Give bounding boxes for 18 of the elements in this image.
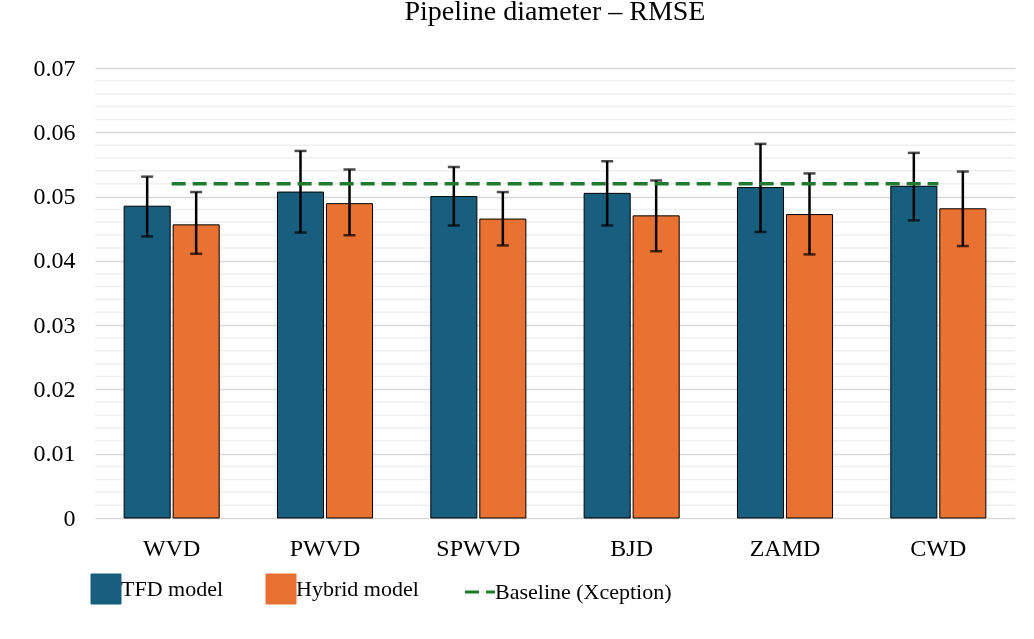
y-tick-label: 0.06 (33, 118, 76, 145)
x-tick-label: PWVD (289, 534, 361, 561)
legend-label: Hybrid model (296, 576, 419, 601)
chart-title: Pipeline diameter – RMSE (404, 0, 706, 26)
y-tick-label: 0.05 (33, 183, 76, 210)
y-tick-label: 0.01 (33, 440, 76, 467)
x-tick-label: WVD (143, 534, 201, 561)
y-tick-label: 0.03 (33, 311, 76, 338)
y-tick-label: 0.04 (33, 247, 76, 274)
y-tick-label: 0.02 (33, 375, 76, 402)
y-tick-label: 0.07 (33, 54, 76, 81)
x-tick-label: CWD (910, 534, 967, 561)
x-tick-label: ZAMD (749, 534, 821, 561)
legend-label: Baseline (Xception) (495, 579, 672, 604)
x-tick-label: SPWVD (436, 534, 521, 561)
legend-label: TFD model (121, 576, 224, 601)
y-tick-label: 0 (63, 504, 76, 531)
x-tick-label: BJD (610, 534, 654, 561)
